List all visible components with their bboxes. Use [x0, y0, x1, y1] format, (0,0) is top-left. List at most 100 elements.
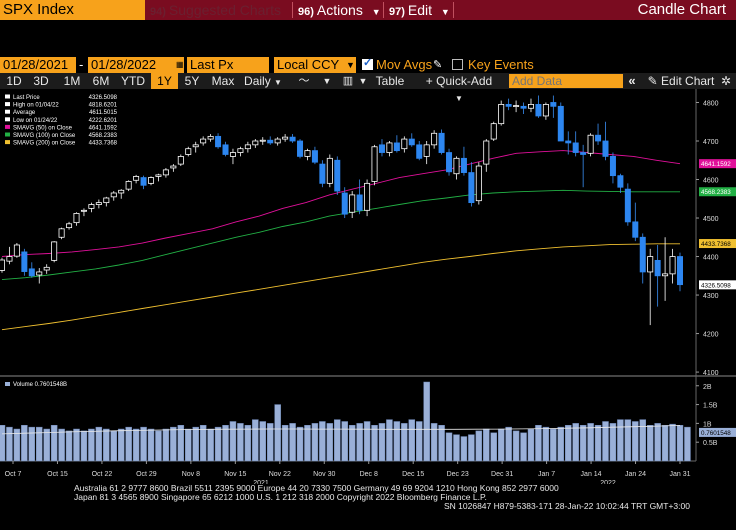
volume-bar: [371, 425, 378, 462]
candle-body: [460, 157, 467, 173]
candle-body: [602, 140, 609, 157]
volume-bar: [28, 426, 36, 462]
price-tick-label: 4800: [703, 100, 719, 107]
period-toolbar: 1D 3D 1M 6M YTD 1Y 5Y Max Daily ▼ 〜 ▼ ▥ …: [0, 73, 736, 103]
candle-body: [103, 197, 110, 204]
volume-bar: [378, 423, 386, 462]
collapse-left-icon[interactable]: «: [628, 73, 636, 88]
start-date-field[interactable]: 01/28/2021: [0, 57, 76, 73]
period-3d-button[interactable]: 3D: [33, 74, 49, 88]
calendar-icon[interactable]: ▦: [176, 60, 184, 69]
candle-body: [192, 144, 199, 148]
volume-average-line: [1, 425, 681, 435]
volume-bar: [274, 404, 281, 462]
actions-menu[interactable]: 96) Actions ▼: [298, 0, 381, 20]
volume-bar: [512, 430, 520, 462]
line-chart-icon[interactable]: 〜: [298, 75, 310, 87]
price-chart[interactable]: 4100 4200 4300 4400 4500 4600 4700 4800 0.5B 1B 1.…: [0, 89, 736, 484]
currency-dropdown-icon[interactable]: ▼: [346, 60, 355, 70]
volume-bar: [572, 423, 579, 462]
volume-bar: [103, 428, 110, 462]
legend-label: Low on 01/24/22: [13, 118, 58, 124]
x-tick-label: Jan 14: [581, 471, 602, 478]
period-1d-button[interactable]: 1D: [6, 74, 22, 88]
candle-body: [0, 259, 5, 271]
end-date-field[interactable]: 01/28/2022: [88, 57, 184, 73]
volume-bar: [177, 425, 185, 462]
volume-bar: [162, 428, 170, 462]
volume-bar: [669, 423, 676, 462]
volume-bar: [199, 425, 207, 462]
x-tick-label: Oct 15: [47, 471, 68, 478]
period-6m-button[interactable]: 6M: [92, 74, 110, 88]
period-1y-button[interactable]: 1Y: [151, 73, 178, 89]
suggested-charts-menu[interactable]: 94) Suggested Charts: [150, 0, 281, 20]
candle-body: [624, 188, 631, 223]
mov-avgs-checkbox[interactable]: ✓: [362, 57, 373, 70]
volume-bar: [192, 426, 199, 462]
date-separator: -: [79, 57, 84, 72]
legend-swatch: [5, 102, 10, 107]
volume-bar: [386, 419, 393, 462]
volume-bar: [140, 426, 147, 462]
value-tag-bg: [699, 239, 736, 249]
sma50-line: [1, 150, 681, 257]
legend-swatch: [5, 109, 10, 114]
volume-bar: [155, 430, 162, 462]
value-tag-label: 4326.5098: [701, 282, 731, 289]
volume-bar: [408, 419, 416, 462]
volume-bar: [632, 421, 639, 462]
candle-body: [21, 251, 28, 272]
volume-bar: [266, 423, 274, 462]
x-tick-label: Jan 7: [538, 471, 555, 478]
bar-chart-dropdown-icon[interactable]: ▼: [358, 76, 368, 86]
period-ytd-button[interactable]: YTD: [121, 74, 145, 88]
pencil-icon[interactable]: ✎: [433, 59, 443, 71]
candle-body: [222, 144, 229, 155]
add-data-input[interactable]: [509, 74, 623, 88]
year-label: 2022: [600, 480, 616, 484]
ticker-field[interactable]: SPX Index: [0, 0, 145, 20]
volume-bar: [363, 421, 371, 462]
edit-menu[interactable]: 97) Edit ▼: [389, 0, 450, 20]
quick-add-button[interactable]: + Quick-Add ▼: [424, 73, 494, 103]
volume-bar: [259, 421, 267, 462]
candle-body: [550, 102, 557, 107]
edit-dropdown-icon: ▼: [440, 7, 450, 17]
period-5y-button[interactable]: 5Y: [184, 74, 200, 88]
value-tag-bg: [699, 159, 736, 169]
table-button[interactable]: Table: [375, 74, 405, 88]
x-tick-label: Dec 31: [491, 471, 513, 478]
candle-body: [36, 271, 43, 276]
volume-bar: [207, 428, 214, 462]
volume-bar: [289, 423, 296, 462]
frequency-dropdown[interactable]: Daily ▼: [242, 73, 284, 89]
x-tick-label: Jan 24: [625, 471, 646, 478]
volume-bar: [520, 432, 527, 462]
volume-bar: [73, 428, 80, 462]
legend-value: 4433.7368: [89, 141, 118, 147]
edit-chart-button[interactable]: ✎ Edit Chart: [646, 73, 716, 89]
key-events-checkbox[interactable]: [452, 59, 463, 70]
footer-session-line: SN 1026847 H879-5383-171 28-Jan-22 10:02…: [444, 501, 690, 511]
candle-body: [73, 212, 80, 224]
volume-bar: [594, 425, 602, 462]
candle-body: [319, 163, 326, 184]
price-field-select[interactable]: Last Px: [187, 57, 269, 73]
candle-body: [326, 157, 333, 184]
key-events-label: Key Events: [468, 57, 534, 72]
period-1m-button[interactable]: 1M: [63, 74, 81, 88]
period-max-button[interactable]: Max: [211, 74, 235, 88]
x-tick-label: Dec 23: [447, 471, 469, 478]
gear-icon[interactable]: ✲: [720, 74, 732, 88]
volume-bar: [252, 419, 259, 462]
moving-average-lines: [1, 150, 681, 331]
line-chart-dropdown-icon[interactable]: ▼: [322, 76, 332, 86]
bar-chart-icon[interactable]: ▥: [342, 75, 354, 87]
candle-body: [118, 189, 125, 194]
price-tick-label: 4700: [703, 139, 719, 146]
x-tick-label: Dec 15: [402, 471, 424, 478]
currency-select[interactable]: Local CCY: [274, 57, 356, 73]
candle-body: [289, 136, 296, 142]
volume-legend-swatch: [5, 382, 10, 386]
